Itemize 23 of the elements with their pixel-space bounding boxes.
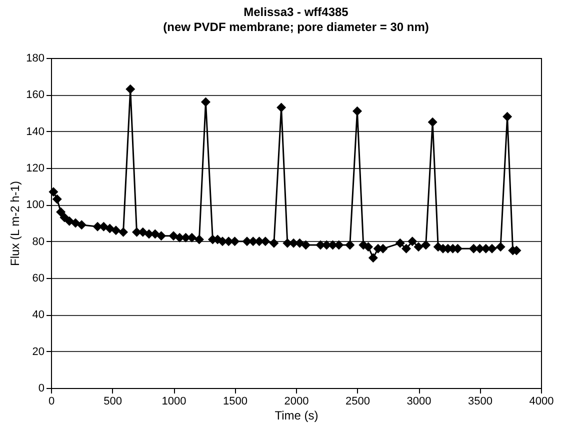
x-tick-label: 3000 (406, 396, 432, 408)
y-tick-label: 40 (32, 309, 44, 322)
y-tick-label: 100 (26, 199, 44, 212)
y-tick-label: 80 (32, 236, 44, 248)
y-tick-label: 160 (26, 89, 44, 102)
x-tick-label: 2000 (284, 396, 309, 408)
x-tick-label: 3500 (468, 396, 492, 408)
x-tick-label: 500 (104, 396, 122, 408)
x-tick-label: 4000 (529, 396, 554, 408)
y-tick-label: 180 (26, 52, 44, 64)
x-tick-label: 0 (48, 396, 55, 408)
y-tick-label: 120 (26, 162, 44, 174)
x-tick-label: 1500 (223, 396, 248, 408)
x-tick-label: 1000 (162, 396, 186, 408)
x-axis-title: Time (s) (274, 408, 318, 422)
y-tick-label: 60 (32, 272, 44, 284)
chart-title: Melissa3 - wff4385 (244, 5, 349, 19)
y-tick-label: 140 (26, 126, 44, 138)
chart-subtitle: (new PVDF membrane; pore diameter = 30 nm) (163, 20, 429, 34)
y-tick-label: 0 (38, 382, 44, 394)
x-tick-label: 2500 (346, 396, 370, 408)
y-axis-title: Flux (L m-2 h-1) (8, 181, 22, 266)
y-tick-label: 20 (32, 346, 44, 358)
